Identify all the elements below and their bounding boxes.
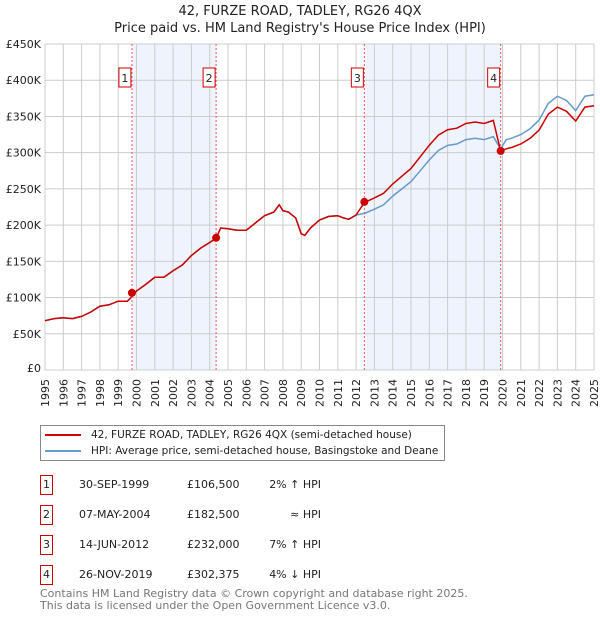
footer: Contains HM Land Registry data © Crown c…	[40, 588, 468, 612]
transaction-price: £182,500	[187, 508, 240, 521]
x-tick-label: 2008	[277, 379, 290, 407]
legend-item-price: 42, FURZE ROAD, TADLEY, RG26 4QX (semi-d…	[45, 427, 438, 443]
y-tick-label: £50K	[13, 328, 42, 341]
legend-swatch-price	[45, 434, 81, 436]
x-tick-label: 2018	[460, 379, 473, 407]
x-tick-label: 2020	[497, 379, 510, 407]
transaction-hpi-relation: 4% ↓ HPI	[269, 568, 321, 581]
transaction-number: 1	[40, 475, 53, 495]
sale-point	[127, 288, 136, 297]
y-tick-label: £300K	[6, 147, 42, 160]
sale-label: 4	[490, 72, 497, 85]
y-tick-label: £450K	[6, 38, 42, 51]
x-tick-label: 2006	[240, 379, 253, 407]
transaction-hpi-relation: 2% ↑ HPI	[269, 478, 321, 491]
sale-label-box	[487, 67, 501, 88]
sale-point	[360, 197, 369, 206]
x-tick-label: 2002	[167, 379, 180, 407]
x-tick-label: 2019	[478, 379, 491, 407]
y-tick-label: £0	[27, 362, 41, 375]
x-tick-label: 2013	[368, 379, 381, 407]
y-tick-label: £350K	[6, 110, 42, 123]
plot-border	[44, 43, 595, 371]
transaction-date: 30-SEP-1999	[79, 478, 150, 491]
chart-subtitle: Price paid vs. HM Land Registry's House …	[114, 21, 486, 36]
footer-line-1: Contains HM Land Registry data © Crown c…	[40, 587, 468, 600]
x-tick-label: 2000	[131, 379, 144, 407]
legend-label-hpi: HPI: Average price, semi-detached house,…	[91, 445, 439, 457]
x-tick-label: 2003	[185, 379, 198, 407]
sale-label: 3	[354, 72, 361, 85]
y-tick-label: £200K	[6, 219, 42, 232]
price-paid-line	[44, 104, 595, 322]
footer-line-2: This data is licensed under the Open Gov…	[40, 599, 391, 612]
shaded-period-1-2	[131, 44, 217, 370]
sale-label-box	[350, 67, 364, 88]
x-tick-label: 1998	[94, 379, 107, 407]
transaction-number: 3	[40, 535, 53, 555]
x-tick-label: 2004	[204, 379, 217, 407]
transaction-price: £106,500	[187, 478, 240, 491]
sale-point	[212, 233, 221, 242]
x-tick-label: 1997	[76, 379, 89, 407]
transaction-date: 07-MAY-2004	[79, 508, 151, 521]
sale-point	[496, 146, 505, 155]
x-tick-label: 2022	[533, 379, 546, 407]
x-tick-label: 1996	[57, 379, 70, 407]
legend-swatch-hpi	[45, 450, 81, 452]
transaction-date: 26-NOV-2019	[79, 568, 153, 581]
x-tick-label: 2001	[149, 379, 162, 407]
transaction-date: 14-JUN-2012	[79, 538, 150, 551]
sale-label: 1	[121, 72, 128, 85]
x-tick-label: 2024	[570, 379, 583, 407]
x-tick-label: 2010	[314, 379, 327, 407]
transaction-number: 4	[40, 565, 53, 585]
transaction-number: 2	[40, 505, 53, 525]
x-tick-label: 1995	[39, 379, 52, 407]
legend-item-hpi: HPI: Average price, semi-detached house,…	[45, 443, 438, 459]
legend: 42, FURZE ROAD, TADLEY, RG26 4QX (semi-d…	[40, 425, 446, 461]
x-tick-label: 2017	[442, 379, 455, 407]
shaded-period-3-4	[364, 44, 501, 370]
x-tick-label: 2012	[350, 379, 363, 407]
sale-label-box	[202, 67, 216, 88]
chart-title: 42, FURZE ROAD, TADLEY, RG26 4QX	[178, 4, 422, 19]
x-tick-label: 2011	[332, 379, 345, 407]
x-tick-label: 2025	[588, 379, 600, 407]
legend-label-price: 42, FURZE ROAD, TADLEY, RG26 4QX (semi-d…	[91, 429, 412, 441]
x-tick-label: 2016	[423, 379, 436, 407]
sale-label: 2	[206, 72, 213, 85]
transaction-price: £302,375	[187, 568, 240, 581]
transaction-hpi-relation: 7% ↑ HPI	[269, 538, 321, 551]
x-tick-label: 2009	[295, 379, 308, 407]
sale-label-box	[118, 67, 132, 88]
x-tick-label: 2007	[259, 379, 272, 407]
y-tick-label: £250K	[6, 183, 42, 196]
x-tick-label: 2015	[405, 379, 418, 407]
y-tick-label: £150K	[6, 255, 42, 268]
x-tick-label: 1999	[112, 379, 125, 407]
y-tick-label: £100K	[6, 292, 42, 305]
transaction-price: £232,000	[187, 538, 240, 551]
x-tick-label: 2021	[515, 379, 528, 407]
x-tick-label: 2023	[551, 379, 564, 407]
x-tick-label: 2014	[387, 379, 400, 407]
x-tick-label: 2005	[222, 379, 235, 407]
price-chart: 1995 1996 1997 1998 1999 2000 2001 2002 2003 2004…	[6, 38, 600, 407]
transaction-hpi-relation: ≈ HPI	[290, 508, 321, 521]
y-tick-label: £400K	[6, 74, 42, 87]
